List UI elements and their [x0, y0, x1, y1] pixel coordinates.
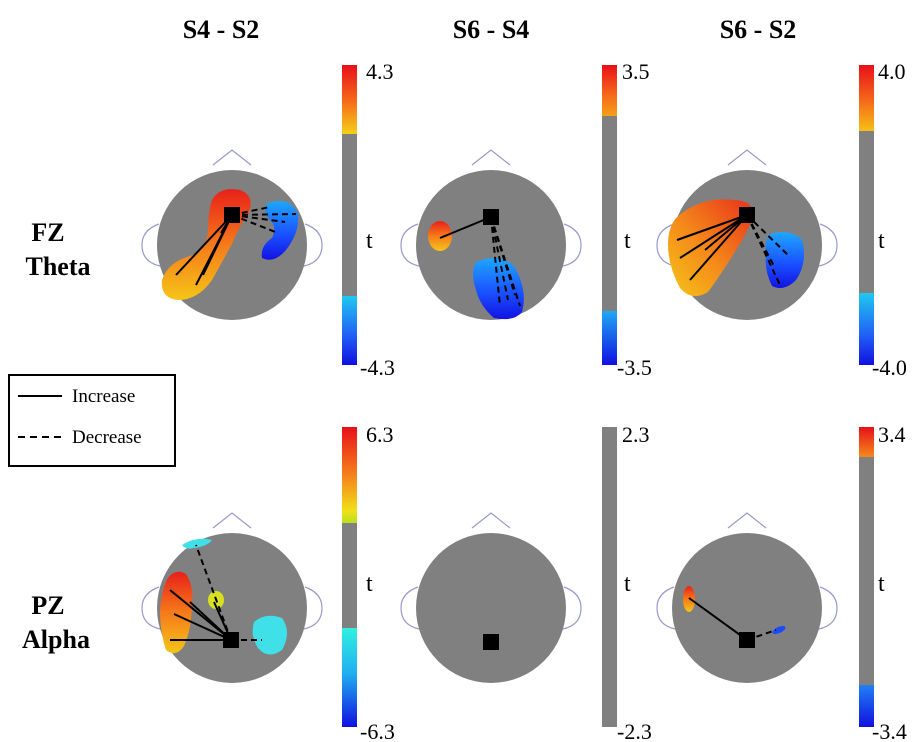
colorbar-t-label: t: [366, 228, 373, 254]
connection-decrease: [195, 544, 232, 641]
colorbar-pz-alpha-s6-s2: 3.4 t -3.4: [859, 422, 907, 742]
nose-outline: [727, 512, 767, 529]
colorbar-max-label: 3.4: [878, 422, 906, 447]
negative-cluster: [261, 201, 299, 260]
colorbar-max-label: 4.3: [366, 59, 394, 84]
connection-decrease: [490, 216, 501, 307]
legend-decrease-label: Decrease: [72, 427, 142, 448]
connection-decrease: [231, 214, 286, 223]
row-title-pz: PZ: [31, 591, 64, 620]
scalp: [672, 533, 822, 683]
colorbar-min-label: -4.3: [360, 355, 395, 380]
connection-decrease: [231, 213, 297, 216]
legend: Increase Decrease: [8, 374, 176, 467]
left-ear-outline: [400, 223, 420, 267]
head-map-pz-alpha-s4-s2: [141, 512, 323, 683]
negative-cluster: [182, 538, 212, 549]
connection-increase: [676, 214, 748, 241]
head-map-fz-theta-s6-s2: [656, 149, 838, 320]
negative-cluster: [772, 625, 786, 635]
colorbar-min-label: -6.3: [360, 719, 395, 742]
colorbar-t-label: t: [624, 228, 631, 254]
left-ear-outline: [400, 586, 420, 630]
right-ear-outline: [303, 223, 323, 267]
connection-increase: [175, 214, 233, 276]
left-ear-outline: [141, 223, 161, 267]
seed-electrode: [224, 207, 240, 223]
head-map-pz-alpha-s6-s4: [400, 512, 582, 683]
column-title-s4-s2: S4 - S2: [183, 15, 260, 44]
colorbar-t-label: t: [366, 571, 373, 597]
seed-electrode: [739, 207, 755, 223]
column-title-s6-s2: S6 - S2: [720, 15, 797, 44]
connection-decrease: [231, 206, 271, 216]
colorbar-t-label: t: [878, 571, 885, 597]
connection-decrease: [490, 216, 509, 301]
colorbar-t-label: t: [624, 571, 631, 597]
colorbar-min-label: -3.5: [617, 355, 652, 380]
colorbar-min-label: -3.4: [872, 719, 907, 742]
nose-outline: [212, 149, 252, 166]
row-title-fz: FZ: [31, 218, 64, 247]
left-ear-outline: [656, 223, 676, 267]
connection-increase: [202, 214, 233, 276]
connection-decrease: [490, 216, 521, 307]
connection-increase: [688, 597, 748, 641]
row-title-theta: Theta: [26, 252, 91, 281]
colorbar-scale: [602, 427, 617, 727]
colorbar-min-label: -4.0: [872, 355, 907, 380]
column-title-s6-s4: S6 - S4: [453, 15, 530, 44]
colorbar-fz-theta-s6-s4: 3.5 t -3.5: [602, 59, 652, 380]
colorbar-pz-alpha-s4-s2: 6.3 t -6.3: [342, 422, 395, 742]
colorbar-scale: [859, 427, 874, 727]
connection-increase: [173, 613, 232, 641]
seed-electrode: [483, 634, 499, 650]
colorbar-max-label: 3.5: [622, 59, 650, 84]
nose-outline: [727, 149, 767, 166]
right-ear-outline: [303, 586, 323, 630]
head-map-pz-alpha-s6-s2: [656, 512, 838, 683]
connection-decrease: [746, 214, 767, 254]
colorbar-max-label: 6.3: [366, 422, 394, 447]
positive-cluster: [428, 221, 452, 251]
left-ear-outline: [656, 586, 676, 630]
row-title-alpha: Alpha: [22, 625, 90, 654]
colorbar-max-label: 2.3: [622, 422, 650, 447]
scalp: [416, 170, 566, 320]
right-ear-outline: [818, 586, 838, 630]
connection-increase: [679, 214, 748, 259]
positive-cluster: [160, 571, 193, 654]
colorbar-scale: [602, 65, 617, 365]
colorbar-scale: [342, 427, 357, 727]
colorbar-t-label: t: [878, 228, 885, 254]
left-ear-outline: [141, 586, 161, 630]
right-ear-outline: [818, 223, 838, 267]
head-map-fz-theta-s4-s2: [141, 149, 323, 320]
colorbar-scale: [342, 65, 357, 365]
negative-cluster: [252, 615, 287, 655]
nose-outline: [212, 512, 252, 529]
colorbar-fz-theta-s6-s2: 4.0 t -4.0: [859, 59, 907, 380]
legend-increase-label: Increase: [72, 386, 135, 407]
connection-decrease: [231, 214, 279, 234]
right-ear-outline: [562, 223, 582, 267]
colorbar-min-label: -2.3: [617, 719, 652, 742]
colorbar-scale: [859, 65, 874, 365]
connection-increase: [439, 216, 492, 239]
head-map-fz-theta-s6-s4: [400, 149, 582, 320]
scalp: [416, 533, 566, 683]
nose-outline: [471, 512, 511, 529]
seed-electrode: [739, 632, 755, 648]
connection-increase: [689, 214, 748, 281]
nose-outline: [471, 149, 511, 166]
seed-electrode: [483, 209, 499, 225]
right-ear-outline: [562, 586, 582, 630]
colorbar-fz-theta-s4-s2: 4.3 t -4.3: [342, 59, 395, 380]
colorbar-max-label: 4.0: [878, 59, 906, 84]
colorbar-pz-alpha-s6-s4: 2.3 t -2.3: [602, 422, 652, 742]
seed-electrode: [223, 632, 239, 648]
